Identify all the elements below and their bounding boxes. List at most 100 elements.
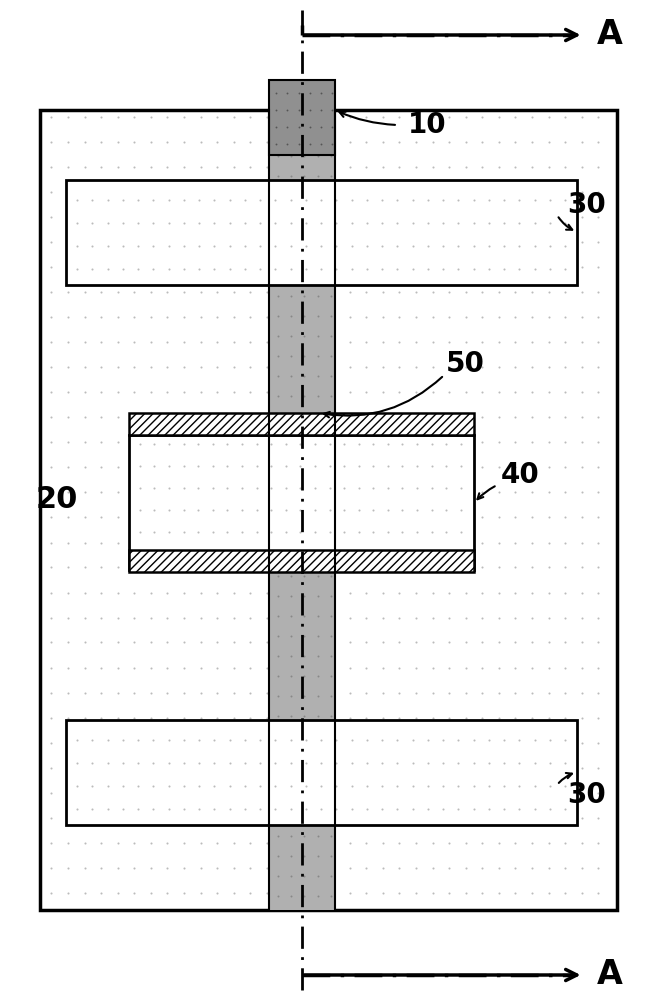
Point: [511, 134, 521, 150]
Point: [272, 188, 283, 204]
Point: [96, 359, 107, 375]
Point: [63, 760, 74, 776]
Point: [326, 768, 336, 784]
Point: [162, 760, 173, 776]
Point: [511, 734, 521, 750]
Point: [146, 409, 156, 425]
Point: [299, 748, 310, 764]
Point: [312, 868, 323, 884]
Point: [96, 734, 107, 750]
Point: [394, 734, 405, 750]
Point: [345, 534, 355, 550]
Point: [577, 810, 587, 826]
Point: [113, 834, 123, 850]
Point: [441, 546, 452, 562]
Point: [345, 434, 355, 450]
Point: [295, 709, 306, 725]
Point: [544, 484, 554, 500]
Point: [286, 428, 296, 444]
Point: [299, 688, 310, 704]
Point: [193, 502, 204, 518]
Point: [286, 668, 296, 684]
Point: [113, 459, 123, 475]
Point: [295, 584, 306, 600]
Point: [545, 800, 556, 816]
Point: [80, 559, 90, 575]
Point: [272, 508, 283, 524]
Point: [326, 108, 336, 124]
Point: [361, 584, 372, 600]
Point: [461, 159, 471, 175]
Point: [88, 800, 98, 816]
Bar: [129, 435, 474, 570]
Point: [118, 800, 129, 816]
Point: [544, 734, 554, 750]
Point: [477, 534, 488, 550]
Point: [133, 192, 144, 208]
Point: [96, 459, 107, 475]
Point: [301, 778, 312, 794]
Point: [345, 184, 355, 200]
Point: [544, 109, 554, 125]
Point: [461, 359, 471, 375]
Point: [461, 634, 471, 650]
Point: [280, 524, 291, 540]
Point: [196, 384, 206, 400]
Point: [461, 810, 471, 826]
Point: [469, 261, 479, 277]
Point: [326, 448, 336, 464]
Point: [286, 248, 296, 264]
Point: [179, 334, 190, 350]
Point: [378, 209, 389, 225]
Point: [63, 859, 74, 876]
Point: [527, 184, 538, 200]
Point: [411, 834, 422, 850]
Point: [544, 660, 554, 676]
Point: [196, 184, 206, 200]
Point: [179, 109, 190, 125]
Point: [113, 885, 123, 900]
Point: [312, 268, 323, 284]
Point: [146, 684, 156, 700]
Point: [345, 559, 355, 575]
Point: [245, 409, 256, 425]
Point: [146, 584, 156, 600]
Point: [577, 284, 587, 300]
Point: [545, 215, 556, 231]
Point: [164, 237, 174, 253]
Point: [378, 709, 389, 725]
Point: [494, 234, 505, 250]
Point: [544, 584, 554, 600]
Point: [286, 128, 296, 144]
Point: [593, 359, 604, 375]
Point: [312, 259, 322, 275]
Point: [179, 584, 190, 600]
Point: [229, 810, 239, 826]
Point: [362, 754, 373, 770]
Point: [527, 584, 538, 600]
Point: [245, 359, 256, 375]
Point: [577, 660, 587, 676]
Point: [299, 148, 310, 164]
Point: [129, 184, 140, 200]
Point: [560, 634, 571, 650]
Point: [494, 859, 505, 876]
Point: [428, 259, 438, 275]
Point: [299, 188, 310, 204]
Point: [255, 261, 266, 277]
Point: [149, 800, 159, 816]
Point: [544, 309, 554, 325]
Point: [146, 709, 156, 725]
Point: [511, 509, 521, 525]
Point: [179, 509, 190, 525]
Point: [262, 810, 272, 826]
Point: [278, 559, 289, 575]
Point: [208, 502, 218, 518]
Point: [477, 660, 488, 676]
Point: [179, 732, 190, 748]
Point: [88, 261, 98, 277]
Point: [282, 136, 293, 152]
Point: [96, 609, 107, 626]
Point: [423, 800, 434, 816]
Point: [46, 660, 56, 676]
